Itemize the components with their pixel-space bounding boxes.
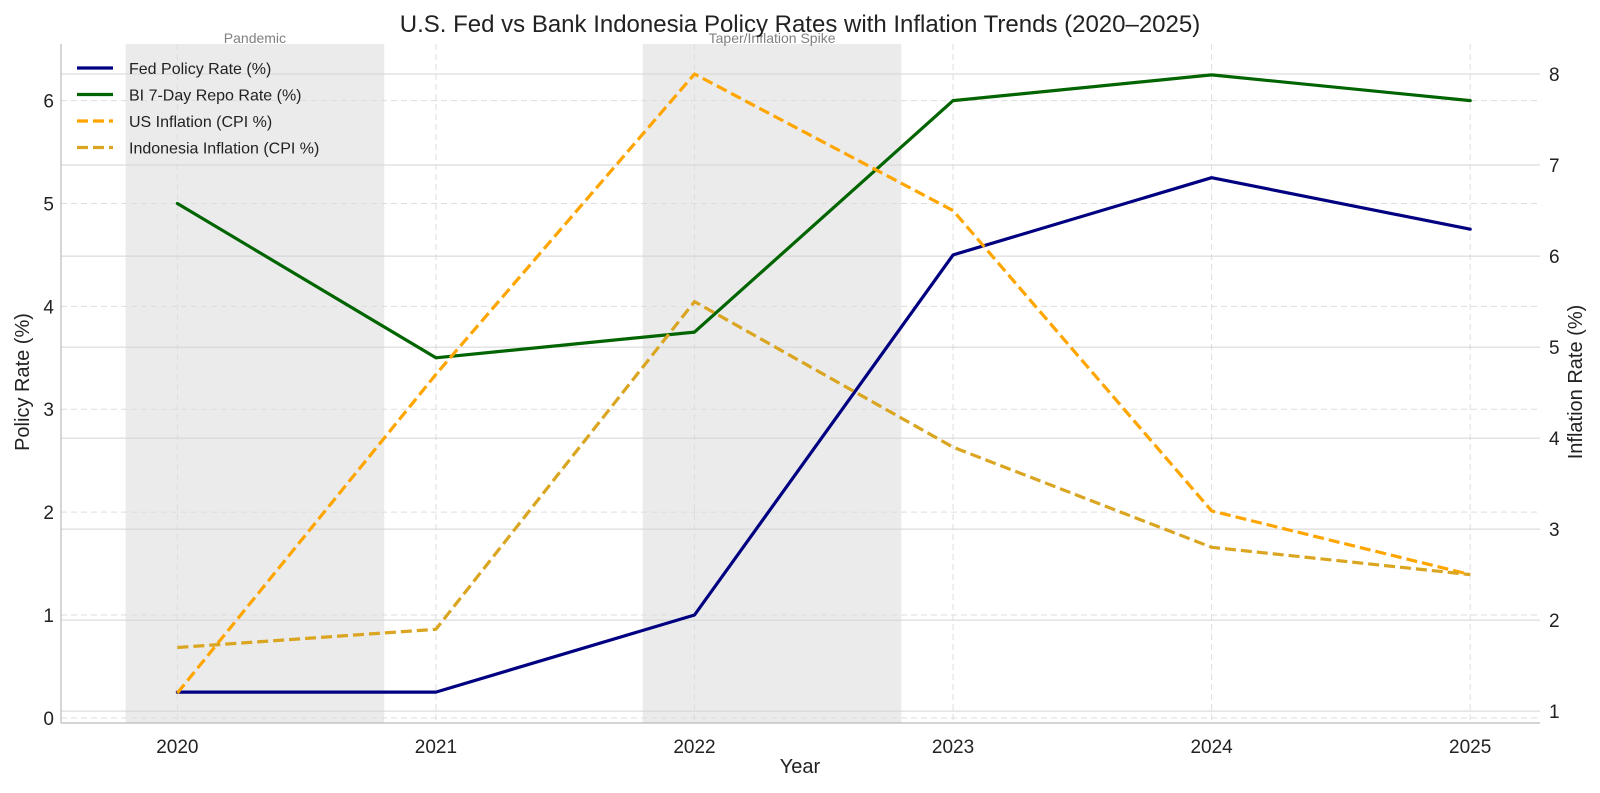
shaded-periods: Pandemic Taper/Inflation Spike: [125, 30, 902, 723]
shaded-period-1: [642, 44, 902, 723]
y-right-tick-label-1: 2: [1549, 611, 1560, 632]
y-right-tick-label-5: 6: [1549, 247, 1560, 268]
y-left-tick-label-2: 2: [43, 503, 54, 524]
series-line-2: [176, 72, 1471, 695]
x-tick-label-5: 2025: [1449, 737, 1491, 758]
y-axis-left-label: Policy Rate (%): [12, 313, 34, 451]
x-tick-label-0: 2020: [156, 737, 198, 758]
y-axis-right-label: Inflation Rate (%): [1565, 305, 1587, 460]
tick-labels: 2020 2021 2022 2023 2024 2025 0 1 2 3 4 5 6 1 2 3 4 5 6 7 8: [43, 65, 1560, 758]
y-left-tick-label-1: 1: [43, 606, 54, 627]
x-axis-label: Year: [780, 756, 821, 778]
y-right-tick-label-0: 1: [1549, 702, 1560, 723]
x-tick-label-1: 2021: [415, 737, 457, 758]
y-right-tick-label-3: 4: [1549, 429, 1560, 450]
y-left-tick-label-4: 4: [43, 297, 54, 318]
x-tick-label-2: 2022: [673, 737, 715, 758]
legend-label-0: Fed Policy Rate (%): [129, 61, 271, 78]
y-right-tick-label-6: 7: [1549, 156, 1560, 177]
legend-label-3: Indonesia Inflation (CPI %): [129, 141, 319, 158]
series-line-3: [177, 300, 1471, 650]
series-lines: [175, 72, 1472, 695]
x-tick-label-4: 2024: [1190, 737, 1233, 758]
shaded-period-0: [125, 44, 385, 723]
y-right-tick-label-2: 3: [1549, 520, 1560, 541]
shaded-period-label-0: Pandemic: [224, 30, 286, 46]
y-right-tick-label-7: 8: [1549, 65, 1560, 86]
y-left-tick-label-6: 6: [43, 92, 54, 113]
y-left-tick-label-5: 5: [43, 194, 54, 215]
y-left-tick-label-3: 3: [43, 400, 54, 421]
y-right-tick-label-4: 5: [1549, 338, 1560, 359]
gridlines: [61, 44, 1540, 723]
legend: Fed Policy Rate (%) BI 7-Day Repo Rate (%…: [77, 61, 319, 158]
legend-label-2: US Inflation (CPI %): [129, 114, 272, 131]
legend-label-1: BI 7-Day Repo Rate (%): [129, 88, 302, 105]
series-line-0: [175, 176, 1472, 694]
y-left-tick-label-0: 0: [43, 709, 54, 730]
x-tick-label-3: 2023: [932, 737, 974, 758]
shaded-period-label-1: Taper/Inflation Spike: [709, 30, 836, 46]
series-line-1: [175, 73, 1472, 360]
axes: [60, 44, 1540, 724]
chart-title: U.S. Fed vs Bank Indonesia Policy Rates …: [400, 11, 1200, 38]
